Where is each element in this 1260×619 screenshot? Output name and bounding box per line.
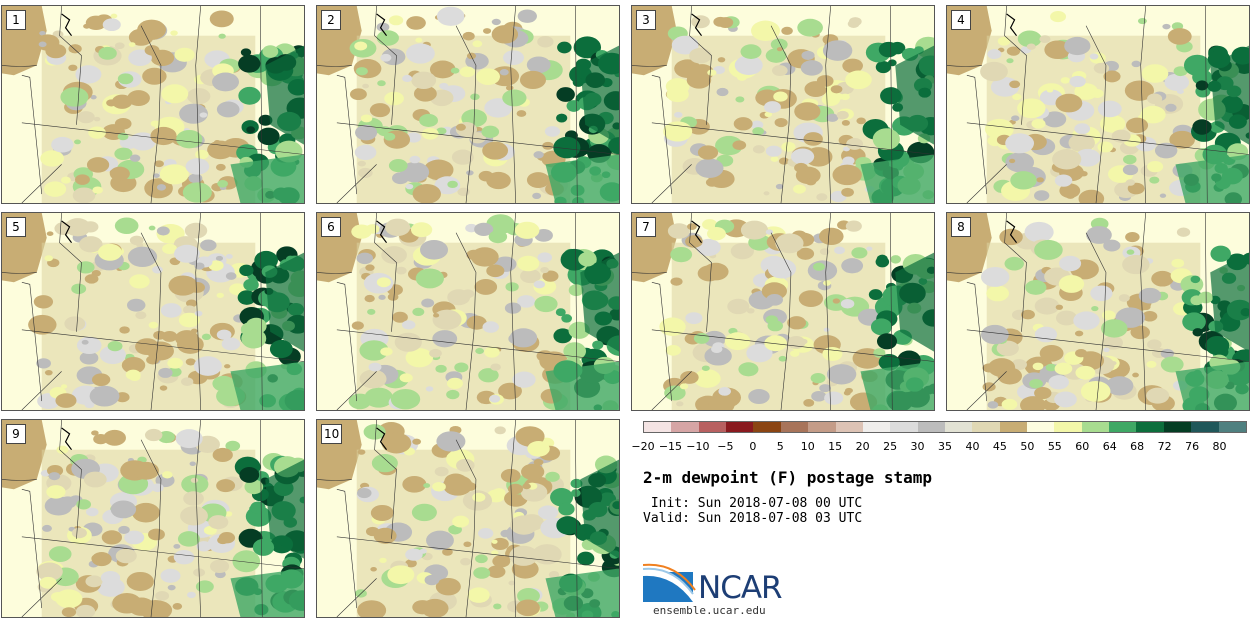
colorbar-cell [726, 422, 753, 432]
colorbar-cell [1000, 422, 1027, 432]
postage-stamp-panel: 3 [631, 5, 935, 204]
postage-stamp-panel: 1 [1, 5, 305, 204]
postage-stamp-panel: 9 [1, 419, 305, 618]
colorbar-cell [1191, 422, 1218, 432]
colorbar-cell [699, 422, 726, 432]
colorbar-tick-label: 72 [1158, 440, 1172, 453]
colorbar-tick-label: −20 [631, 440, 654, 453]
colorbar-tick-label: 60 [1075, 440, 1089, 453]
colorbar-cell [1054, 422, 1081, 432]
dewpoint-colorbar [643, 421, 1247, 433]
dewpoint-map [947, 213, 1249, 410]
colorbar-cell [671, 422, 698, 432]
colorbar-cell [1109, 422, 1136, 432]
member-number-label: 5 [6, 217, 26, 237]
colorbar-tick-label: 55 [1048, 440, 1062, 453]
colorbar-tick-label: 25 [883, 440, 897, 453]
colorbar-tick-label: 15 [828, 440, 842, 453]
logo-url: ensemble.ucar.edu [653, 604, 766, 617]
postage-stamp-panel: 2 [316, 5, 620, 204]
colorbar-tick-label: 10 [801, 440, 815, 453]
colorbar-tick-label: 40 [965, 440, 979, 453]
colorbar-cell [1164, 422, 1191, 432]
member-number-label: 8 [951, 217, 971, 237]
colorbar-tick-label: 30 [911, 440, 925, 453]
member-number-label: 2 [321, 10, 341, 30]
member-number-label: 9 [6, 424, 26, 444]
dewpoint-map [632, 213, 934, 410]
colorbar-tick-label: 80 [1213, 440, 1227, 453]
dewpoint-map [2, 6, 304, 203]
colorbar-cell [918, 422, 945, 432]
dewpoint-map [2, 213, 304, 410]
member-number-label: 10 [321, 424, 342, 444]
dewpoint-map [317, 6, 619, 203]
colorbar-tick-label: −5 [717, 440, 733, 453]
postage-stamp-panel: 10 [316, 419, 620, 618]
member-number-label: 6 [321, 217, 341, 237]
colorbar-tick-label: 76 [1185, 440, 1199, 453]
colorbar-tick-label: 68 [1130, 440, 1144, 453]
colorbar-cell [781, 422, 808, 432]
colorbar-cell [808, 422, 835, 432]
colorbar-cell [1027, 422, 1054, 432]
colorbar-cell [945, 422, 972, 432]
colorbar-tick-label: −10 [686, 440, 709, 453]
colorbar-tick-label: 0 [749, 440, 756, 453]
colorbar-cell [753, 422, 780, 432]
colorbar-cell [1136, 422, 1163, 432]
dewpoint-map [317, 420, 619, 617]
postage-stamp-panel: 6 [316, 212, 620, 411]
colorbar-cell [890, 422, 917, 432]
dewpoint-map [947, 6, 1249, 203]
postage-stamp-panel: 8 [946, 212, 1250, 411]
member-number-label: 3 [636, 10, 656, 30]
colorbar-tick-label: 5 [777, 440, 784, 453]
member-number-label: 1 [6, 10, 26, 30]
valid-time: Valid: Sun 2018-07-08 03 UTC [643, 511, 862, 526]
member-number-label: 7 [636, 217, 656, 237]
plot-title: 2-m dewpoint (F) postage stamp [643, 468, 932, 487]
colorbar-tick-label: 64 [1103, 440, 1117, 453]
postage-stamp-panel: 5 [1, 212, 305, 411]
dewpoint-map [317, 213, 619, 410]
postage-stamp-panel: 7 [631, 212, 935, 411]
dewpoint-map [2, 420, 304, 617]
init-time: Init: Sun 2018-07-08 00 UTC [643, 496, 862, 511]
colorbar-cell [1219, 422, 1246, 432]
colorbar-tick-label: 35 [938, 440, 952, 453]
member-number-label: 4 [951, 10, 971, 30]
colorbar-cell [644, 422, 671, 432]
colorbar-tick-label: 45 [993, 440, 1007, 453]
postage-stamp-panel: 4 [946, 5, 1250, 204]
dewpoint-map [632, 6, 934, 203]
colorbar-cell [836, 422, 863, 432]
colorbar-tick-labels: −20 −15 −10 −5 0 5 10 15 20 25 30 35 40 45 50 55 60 64 68 7… [633, 440, 1260, 454]
colorbar-tick-label: 20 [856, 440, 870, 453]
colorbar-cell [863, 422, 890, 432]
colorbar-cell [1082, 422, 1109, 432]
colorbar-tick-label: −15 [659, 440, 682, 453]
colorbar-tick-label: 50 [1020, 440, 1034, 453]
ncar-logo-text: NCAR [698, 570, 782, 606]
colorbar-cell [972, 422, 999, 432]
